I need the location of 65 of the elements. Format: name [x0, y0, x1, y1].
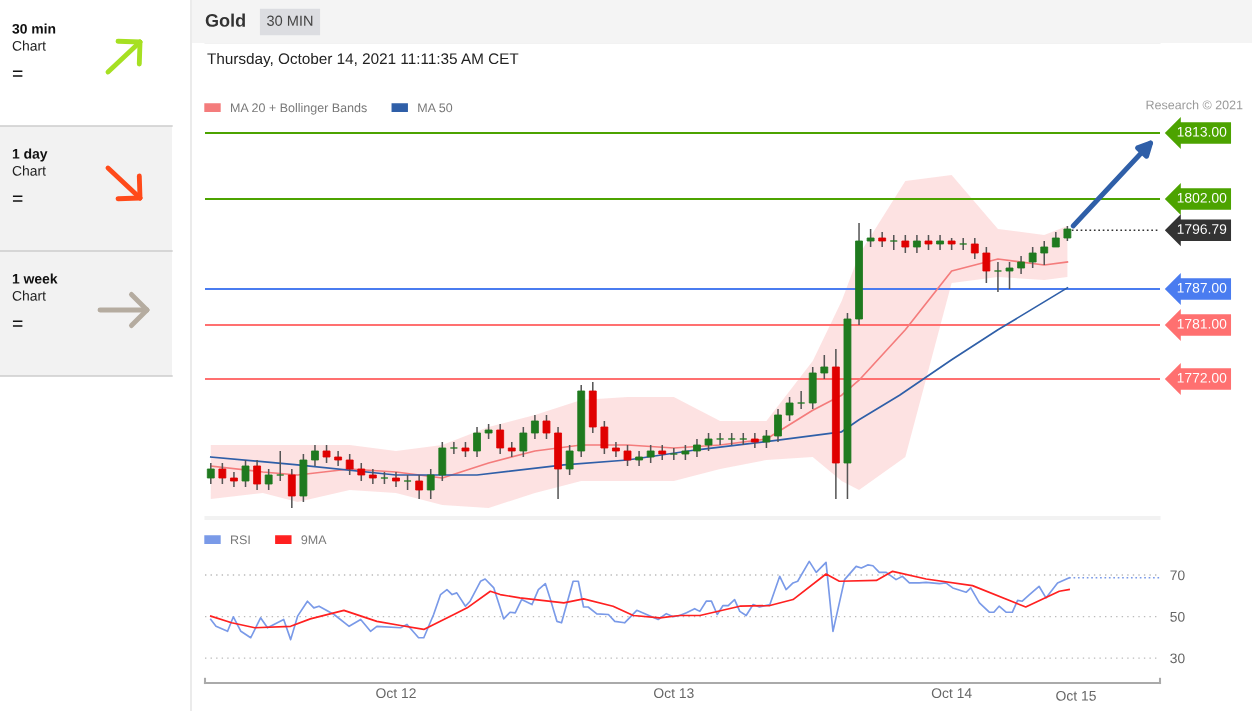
candlestick [797, 390, 806, 410]
candlestick [669, 447, 678, 461]
x-tick-label: Oct 13 [654, 688, 694, 699]
ref-line-label: 1813.00 [1177, 126, 1227, 137]
candlestick [287, 468, 296, 509]
annotation: Research © 2021 [1146, 100, 1243, 110]
candlestick [1028, 246, 1037, 269]
text: 1 week [12, 273, 58, 284]
text: Oct 15 [1056, 690, 1096, 701]
text: = [12, 70, 23, 77]
candlestick [473, 426, 481, 458]
y-tick-label: 70 [1170, 570, 1185, 581]
ref-line-label: 1772.00 [1177, 372, 1227, 383]
text: Thursday, October 14, 2021 11:11:35 AM CET [207, 52, 519, 68]
ref-line-label: 1796.79 [1177, 224, 1227, 234]
candlestick [542, 414, 551, 440]
candlestick [970, 237, 979, 260]
candlestick [1040, 240, 1049, 266]
chart-title: Gold [205, 13, 245, 27]
candlestick [206, 462, 215, 485]
ref-line-label: 1787.00 [1177, 282, 1227, 293]
candlestick [519, 426, 528, 458]
x-tick-label: Oct 14 [931, 688, 972, 699]
candlestick [449, 441, 458, 455]
candlestick [774, 408, 782, 443]
candlestick [531, 414, 539, 440]
text: 30 min [12, 23, 56, 34]
legend-label: MA 50 [418, 103, 453, 113]
candlestick [785, 396, 794, 422]
legend-label: RSI [231, 535, 250, 545]
candlestick [426, 468, 435, 500]
line-series [209, 570, 1070, 631]
candlestick [218, 462, 227, 485]
ref-line-label: 1802.00 [1177, 192, 1227, 203]
x-tick-label: Oct 12 [376, 688, 416, 699]
legend-label: 9MA [301, 535, 327, 545]
candlestick [982, 246, 991, 284]
text: Chart [12, 40, 46, 51]
candlestick [241, 459, 250, 488]
candlestick [959, 237, 968, 251]
y-tick-label: 50 [1170, 611, 1185, 622]
candlestick [496, 423, 505, 455]
candlestick [820, 354, 829, 380]
candlestick [716, 432, 725, 446]
text: 30 MIN [267, 15, 313, 26]
candlestick [415, 474, 424, 500]
candlestick [264, 468, 273, 491]
candlestick [276, 450, 285, 482]
candlestick [565, 444, 574, 476]
text: = [12, 195, 23, 202]
legend-label: MA 20 + Bollinger Bands [231, 103, 367, 115]
candlestick [994, 261, 1002, 293]
candlestick [311, 444, 319, 467]
text: Chart [12, 290, 46, 301]
candlestick [253, 459, 261, 491]
text: 1 day [12, 148, 48, 162]
text: = [12, 320, 23, 327]
text: Chart [12, 165, 46, 176]
candlestick [889, 234, 898, 251]
candlestick [1005, 261, 1014, 290]
y-tick-label: 30 [1170, 653, 1185, 664]
candlestick [623, 444, 632, 467]
candlestick [345, 453, 354, 476]
candlestick [600, 420, 609, 455]
ref-line-label: 1781.00 [1177, 318, 1227, 329]
